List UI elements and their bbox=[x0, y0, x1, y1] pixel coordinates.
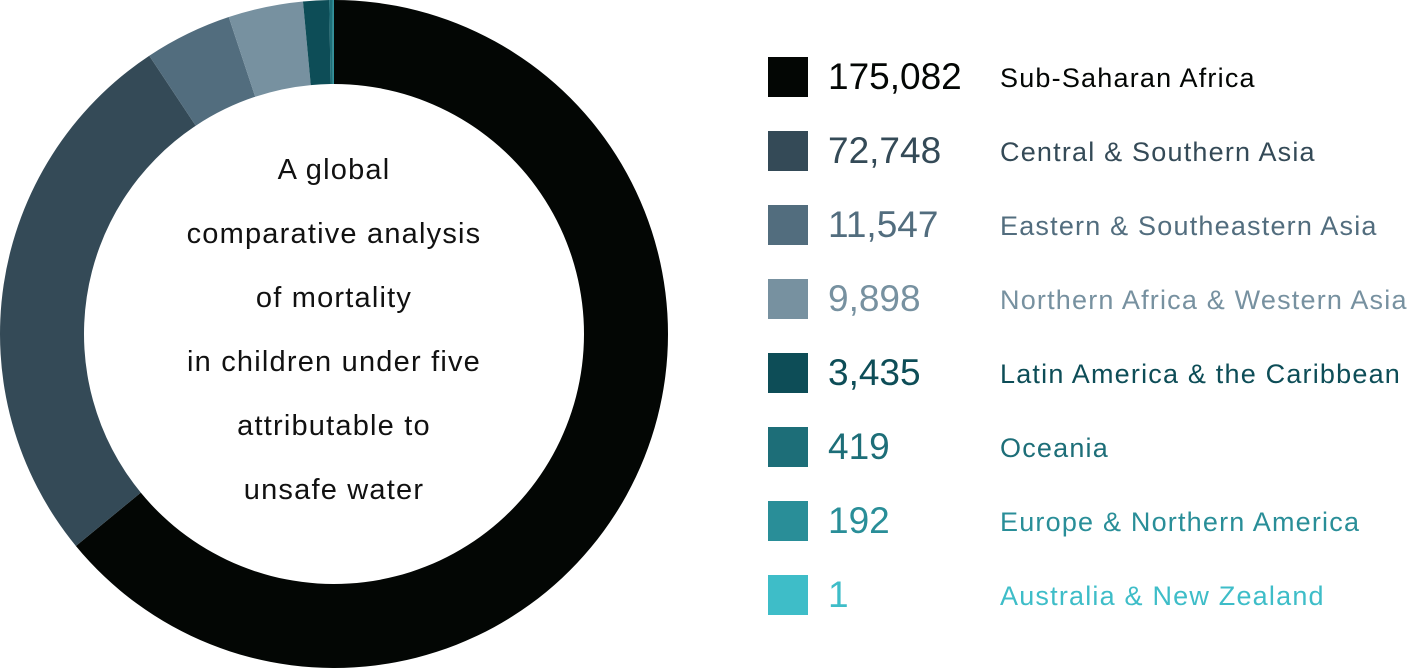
legend-label: Oceania bbox=[1000, 433, 1109, 463]
donut-slice bbox=[149, 17, 256, 126]
title-line: attributable to bbox=[237, 410, 431, 442]
donut-slice bbox=[302, 0, 331, 86]
legend-label: Northern Africa & Western Asia bbox=[1000, 285, 1408, 315]
legend-value: 419 bbox=[828, 426, 890, 467]
legend: 175,082 Sub-Saharan Africa 72,748 Centra… bbox=[768, 40, 1428, 632]
legend-swatch bbox=[768, 131, 808, 171]
legend-label: Sub-Saharan Africa bbox=[1000, 63, 1256, 93]
legend-swatch bbox=[768, 57, 808, 97]
legend-value: 192 bbox=[828, 500, 890, 541]
legend-item: 72,748 Central & Southern Asia bbox=[768, 114, 1428, 188]
legend-value: 9,898 bbox=[828, 278, 921, 319]
legend-item: 9,898 Northern Africa & Western Asia bbox=[768, 262, 1428, 336]
legend-item: 3,435 Latin America & the Caribbean bbox=[768, 336, 1428, 410]
donut-chart bbox=[0, 0, 668, 668]
donut-slice bbox=[329, 0, 333, 85]
title-line: in children under five bbox=[187, 346, 481, 378]
legend-label: Latin America & the Caribbean bbox=[1000, 359, 1402, 389]
legend-item: 1 Australia & New Zealand bbox=[768, 558, 1428, 632]
legend-item: 192 Europe & Northern America bbox=[768, 484, 1428, 558]
legend-swatch bbox=[768, 501, 808, 541]
chart-title: A global comparative analysis of mortali… bbox=[84, 138, 584, 522]
donut-slice bbox=[332, 0, 334, 85]
legend-label: Eastern & Southeastern Asia bbox=[1000, 211, 1378, 241]
legend-swatch bbox=[768, 279, 808, 319]
legend-swatch bbox=[768, 575, 808, 615]
donut-slice bbox=[75, 0, 668, 668]
donut-slice bbox=[0, 55, 196, 546]
legend-label: Central & Southern Asia bbox=[1000, 137, 1316, 167]
legend-swatch bbox=[768, 353, 808, 393]
legend-swatch bbox=[768, 427, 808, 467]
title-line: A global bbox=[277, 154, 391, 186]
legend-item: 419 Oceania bbox=[768, 410, 1428, 484]
legend-value: 175,082 bbox=[828, 56, 962, 97]
legend-value: 72,748 bbox=[828, 130, 942, 171]
legend-value: 1 bbox=[828, 574, 849, 615]
legend-value: 11,547 bbox=[828, 204, 939, 245]
legend-value: 3,435 bbox=[828, 352, 921, 393]
legend-item: 11,547 Eastern & Southeastern Asia bbox=[768, 188, 1428, 262]
legend-label: Australia & New Zealand bbox=[1000, 581, 1325, 611]
title-line: comparative analysis bbox=[186, 218, 482, 250]
title-line: of mortality bbox=[255, 282, 413, 314]
legend-swatch bbox=[768, 205, 808, 245]
legend-label: Europe & Northern America bbox=[1000, 507, 1361, 537]
donut-slice bbox=[228, 1, 311, 97]
title-line: unsafe water bbox=[243, 474, 425, 506]
legend-item: 175,082 Sub-Saharan Africa bbox=[768, 40, 1428, 114]
